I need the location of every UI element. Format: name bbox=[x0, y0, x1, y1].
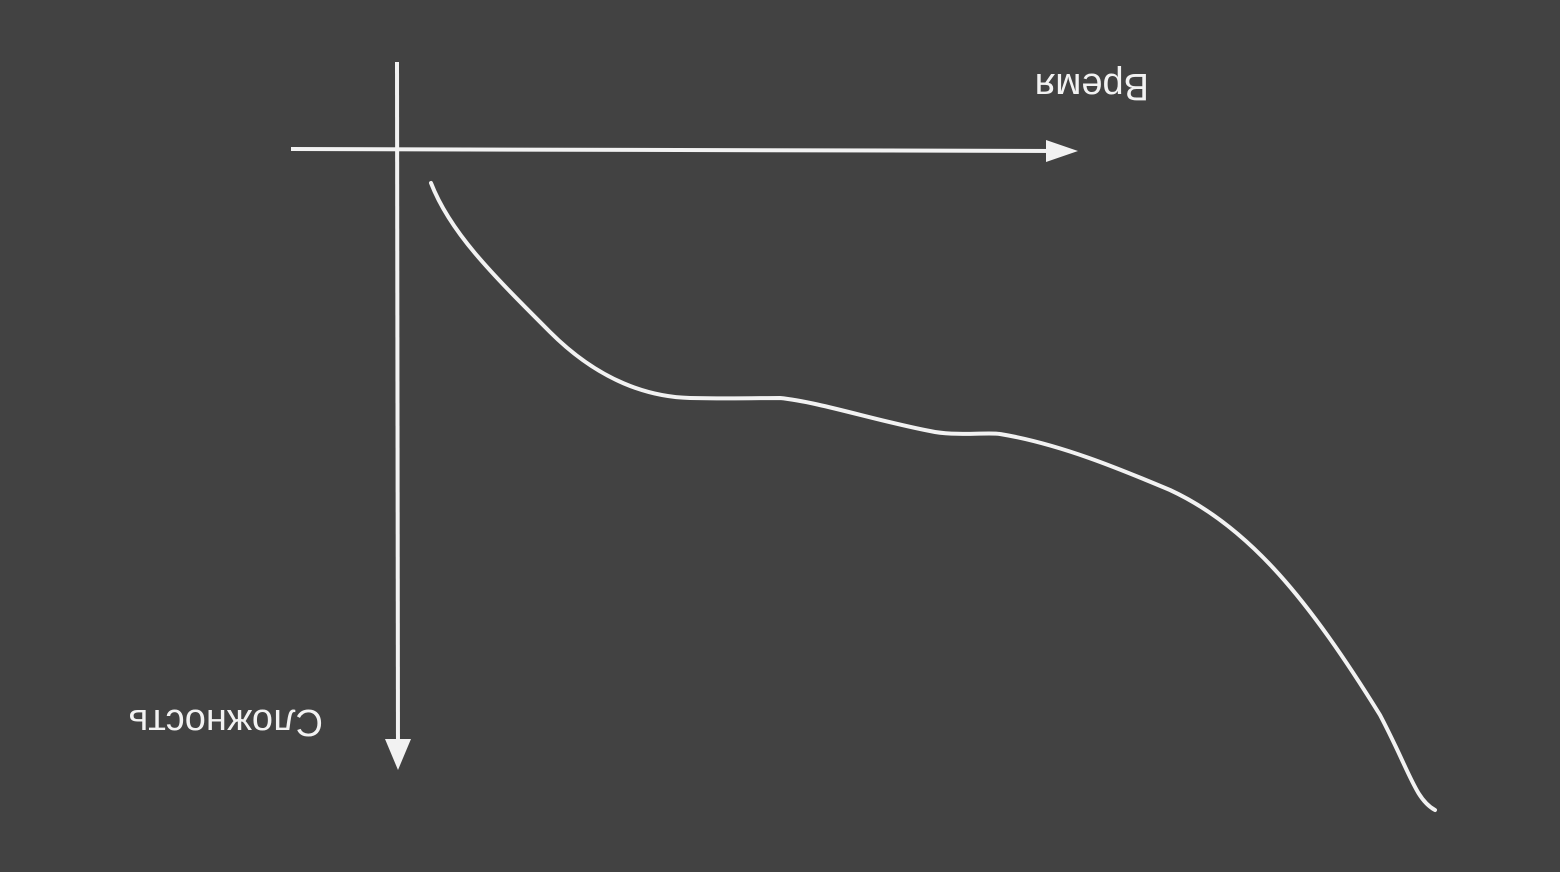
y-axis-label: Сложность bbox=[129, 701, 324, 743]
y-axis-arrowhead bbox=[385, 739, 411, 770]
complexity-curve bbox=[429, 181, 1437, 812]
y-axis-line bbox=[395, 61, 400, 765]
diagram-content: Время Сложность bbox=[129, 61, 1437, 812]
x-axis-label: Время bbox=[1035, 65, 1149, 107]
x-axis-arrowhead bbox=[1046, 140, 1078, 162]
x-axis-line bbox=[290, 147, 1061, 153]
